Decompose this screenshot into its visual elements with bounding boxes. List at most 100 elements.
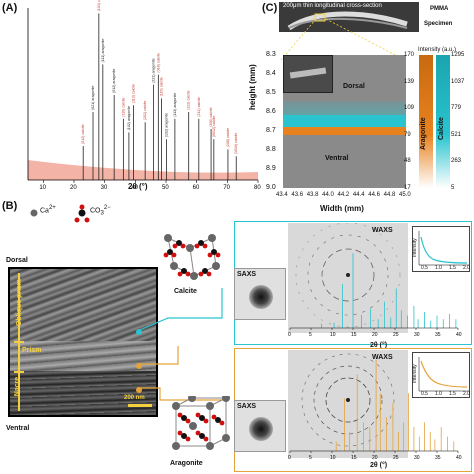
pmma-label: PMMA [430,6,449,12]
xrd-x-tick: 60 [193,185,200,191]
sem-dorsal-label: Dorsal [6,257,28,264]
inset-x-tick: 2.0 [463,391,470,397]
colorbar-tick: 79 [404,131,411,138]
xrd-peak-label: (104) calcite [97,0,101,11]
panel-a-xrd-chart: (104) calcite (111) aragonite (021) aragon… [27,0,261,191]
xrd-x-tick: 70 [223,185,230,191]
xrd-peak-label: (021) aragonite [91,86,95,110]
carbon-atom [181,415,187,421]
xrd-peak-label: (012) calcite [81,124,85,144]
aragonite-waxs-label: WAXS [372,354,393,361]
aragonite-marker-1 [136,363,142,369]
carbon-atom [181,433,187,439]
xrd-peak-label: (113) aragonite [173,93,177,117]
heatmap-x-tick: 44.2 [337,192,350,198]
xrd-peak-label: (300) calcite [209,107,213,127]
ca-ion-icon [30,209,38,217]
panel-a-xlabel: 2θ (°) [128,182,148,191]
xrd-peak-label: (102) aragonite [127,106,131,130]
heatmap-y-tick: 9.0 [266,184,276,191]
panel-b-label: (B) [2,200,18,212]
sem-prism-layer [10,341,156,371]
aragonite-colorbar [419,55,433,188]
heatmap-y-tick: 8.5 [266,89,276,96]
zoom-guide-lines [280,14,418,61]
xrd-peak-label: (1010) calcite [234,133,238,155]
xrd-peak-label: (132) aragonite [165,113,169,137]
ion-legend [30,204,90,223]
calcite-marker [136,329,142,335]
heatmap-x-tick: 44.6 [368,192,380,198]
heatmap-x-tick: 43.6 [291,192,304,198]
aragonite-saxs-label: SAXS [237,403,257,410]
xrd-x-tick: 20 [70,185,77,191]
oxygen-atom [195,430,201,436]
calcite-saxs-label: SAXS [237,271,257,278]
xrd-peak-label: (122) calcite [187,90,191,110]
oxygen-atom [180,243,186,249]
xrd-x-tick: 80 [254,185,261,191]
colorbar-tick: 48 [404,158,411,165]
ca-atom [222,396,230,402]
xrd-x-tick: 40 [131,185,138,191]
calcite-label: Calcite [174,288,197,295]
colorbar-tick: 263 [451,158,462,165]
xrd-peak-label: (208) calcite [226,128,230,148]
co3-carbon-icon [78,209,86,217]
oxygen-atom [195,412,201,418]
diffraction-x-tick: 5 [309,455,312,461]
calcite-xrd-chart: 0 5 10 15 20 25 30 35 40 [288,253,462,338]
inset-x-tick: 0.5 [421,265,428,271]
carbon-atom [181,268,187,274]
scale-bar-label: 200 nm [124,395,145,401]
sem-ventral-label: Ventral [6,425,30,432]
aragonite-xrd-chart: 0 5 10 15 20 25 30 35 40 [288,359,462,461]
aragonite-inset-ylabel: Intensity [412,364,418,383]
ca-atom [208,234,216,242]
oxygen-atom [207,252,213,258]
diffraction-x-tick: 0 [288,332,291,338]
ca-atom [172,442,180,450]
diffraction-x-tick: 5 [309,332,312,338]
inset-x-tick: 1.0 [435,391,442,397]
inset-x-tick: 1.5 [449,265,456,271]
xrd-heatmap: Dorsal Ventral [283,55,406,188]
intensity-label: Intensity (a.u.) [418,47,457,53]
heatmap-x-tick: 44.4 [352,192,365,198]
inset-x-tick: 0.5 [421,391,428,397]
xrd-peak-label: (110) calcite [121,97,125,116]
diffraction-x-tick: 15 [351,455,357,461]
oxygen-atom [185,271,191,277]
ca-atom [206,442,214,450]
calcite-crystal-structure [163,234,221,280]
calcite-colorbar [436,55,450,188]
carbon-atom [167,249,173,255]
carbon-atom [176,240,182,246]
heatmap-x-tick: 45.0 [399,192,411,198]
colorbar-tick: 521 [451,131,462,138]
specimen-label: Specimen [424,21,453,27]
cross-section-title: 200μm thin longitudinal cross-section [283,3,382,9]
xrd-x-tick: 10 [39,185,46,191]
oxygen-atom [185,436,191,442]
ca-atom [188,396,196,402]
colorbar-tick: 109 [404,105,415,112]
diffraction-x-tick: 15 [351,332,357,338]
heatmap-y-tick: 8.6 [266,108,276,115]
colorbar-tick: 139 [404,78,415,85]
calcite-saxs-inset-plot: Intensity 0.5 1.0 1.5 2.0 [412,226,470,272]
panel-a-label: (A) [2,2,18,14]
xrd-peak-label: (221) aragonite [151,58,155,82]
oxygen-atom [203,418,209,424]
aragonite-saxs-pattern: SAXS [234,400,286,452]
ca-atom [186,244,194,252]
calcite-inset-ylabel: Intensity [412,238,418,257]
sem-nacre-layer [10,371,156,415]
oxygen-atom [177,430,183,436]
diffraction-x-tick: 20 [372,332,378,338]
heatmap-y-tick: 8.8 [266,146,276,153]
carbon-atom [215,417,221,423]
heatmap-x-tick: 43.8 [306,192,319,198]
heatmap-inset-image [283,55,333,93]
cross-section-image: 200μm thin longitudinal cross-section [279,2,419,32]
